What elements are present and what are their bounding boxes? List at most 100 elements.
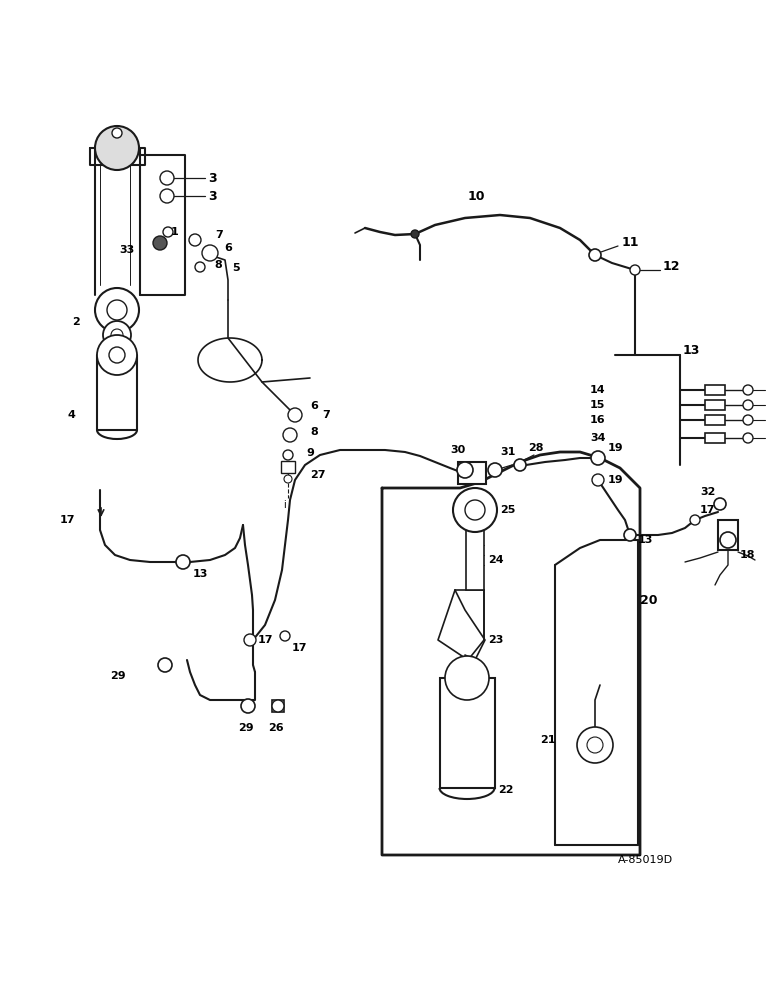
Circle shape xyxy=(445,656,489,700)
Circle shape xyxy=(714,498,726,510)
Text: 17: 17 xyxy=(258,635,273,645)
Bar xyxy=(440,678,495,788)
Circle shape xyxy=(465,500,485,520)
Text: 6: 6 xyxy=(224,243,232,253)
Circle shape xyxy=(153,236,167,250)
Text: 8: 8 xyxy=(310,427,318,437)
Text: 21: 21 xyxy=(540,735,556,745)
Circle shape xyxy=(103,321,131,349)
Circle shape xyxy=(411,230,419,238)
Text: 20: 20 xyxy=(640,593,658,606)
Text: 17: 17 xyxy=(60,515,76,525)
Text: 4: 4 xyxy=(67,410,75,420)
Circle shape xyxy=(587,737,603,753)
Text: 3: 3 xyxy=(208,172,217,184)
Text: 8: 8 xyxy=(214,260,222,270)
Circle shape xyxy=(283,428,297,442)
Text: 5: 5 xyxy=(232,263,239,273)
Circle shape xyxy=(592,474,604,486)
Circle shape xyxy=(272,700,284,712)
Text: 11: 11 xyxy=(622,235,639,248)
Text: 33: 33 xyxy=(120,245,135,255)
Circle shape xyxy=(577,727,613,763)
Circle shape xyxy=(488,463,502,477)
Text: 7: 7 xyxy=(322,410,330,420)
Bar xyxy=(705,400,725,410)
Text: 1: 1 xyxy=(171,227,179,237)
Bar xyxy=(281,461,295,473)
Text: 24: 24 xyxy=(488,555,503,565)
Text: A-85019D: A-85019D xyxy=(618,855,673,865)
Circle shape xyxy=(158,658,172,672)
Circle shape xyxy=(97,335,137,375)
Circle shape xyxy=(283,450,293,460)
Text: 12: 12 xyxy=(663,259,680,272)
Text: 10: 10 xyxy=(468,190,486,202)
Circle shape xyxy=(280,631,290,641)
Text: 18: 18 xyxy=(740,550,756,560)
Bar xyxy=(705,385,725,395)
Circle shape xyxy=(160,171,174,185)
Circle shape xyxy=(241,699,255,713)
Circle shape xyxy=(589,249,601,261)
Bar xyxy=(705,433,725,443)
Text: 29: 29 xyxy=(238,723,254,733)
Circle shape xyxy=(244,634,256,646)
Text: 13: 13 xyxy=(193,569,208,579)
Text: 26: 26 xyxy=(268,723,283,733)
Text: 27: 27 xyxy=(310,470,326,480)
Circle shape xyxy=(288,408,302,422)
Text: 19: 19 xyxy=(608,475,624,485)
Circle shape xyxy=(176,555,190,569)
Circle shape xyxy=(743,415,753,425)
Text: 31: 31 xyxy=(500,447,516,457)
Text: 34: 34 xyxy=(590,433,605,443)
Circle shape xyxy=(284,475,292,483)
Text: 19: 19 xyxy=(608,443,624,453)
Circle shape xyxy=(743,433,753,443)
Text: 25: 25 xyxy=(500,505,516,515)
Bar xyxy=(705,415,725,425)
Bar xyxy=(272,700,284,712)
Bar xyxy=(458,462,486,484)
Text: 16: 16 xyxy=(590,415,605,425)
Text: 13: 13 xyxy=(638,535,653,545)
Bar xyxy=(718,520,738,550)
Text: 17: 17 xyxy=(292,643,307,653)
Text: i: i xyxy=(283,500,286,510)
Text: 14: 14 xyxy=(590,385,605,395)
Text: 22: 22 xyxy=(498,785,513,795)
Circle shape xyxy=(720,532,736,548)
Bar xyxy=(108,138,126,148)
Circle shape xyxy=(95,288,139,332)
Circle shape xyxy=(591,451,605,465)
Circle shape xyxy=(743,385,753,395)
Text: 29: 29 xyxy=(110,671,126,681)
Circle shape xyxy=(109,347,125,363)
Circle shape xyxy=(202,245,218,261)
Text: 30: 30 xyxy=(450,445,466,455)
Text: 17: 17 xyxy=(700,505,716,515)
Circle shape xyxy=(457,462,473,478)
Circle shape xyxy=(195,262,205,272)
Text: 2: 2 xyxy=(73,317,80,327)
Text: 15: 15 xyxy=(590,400,605,410)
Text: 9: 9 xyxy=(306,448,314,458)
Circle shape xyxy=(112,128,122,138)
Text: 28: 28 xyxy=(528,443,543,453)
Circle shape xyxy=(160,189,174,203)
Text: 13: 13 xyxy=(683,344,700,357)
Circle shape xyxy=(690,515,700,525)
Circle shape xyxy=(107,300,127,320)
Text: 3: 3 xyxy=(208,190,217,202)
Bar xyxy=(466,530,484,590)
Text: 6: 6 xyxy=(310,401,318,411)
Circle shape xyxy=(453,488,497,532)
Text: 32: 32 xyxy=(700,487,716,497)
Circle shape xyxy=(111,329,123,341)
Circle shape xyxy=(630,265,640,275)
Circle shape xyxy=(95,126,139,170)
Circle shape xyxy=(163,227,173,237)
Circle shape xyxy=(743,400,753,410)
Circle shape xyxy=(189,234,201,246)
